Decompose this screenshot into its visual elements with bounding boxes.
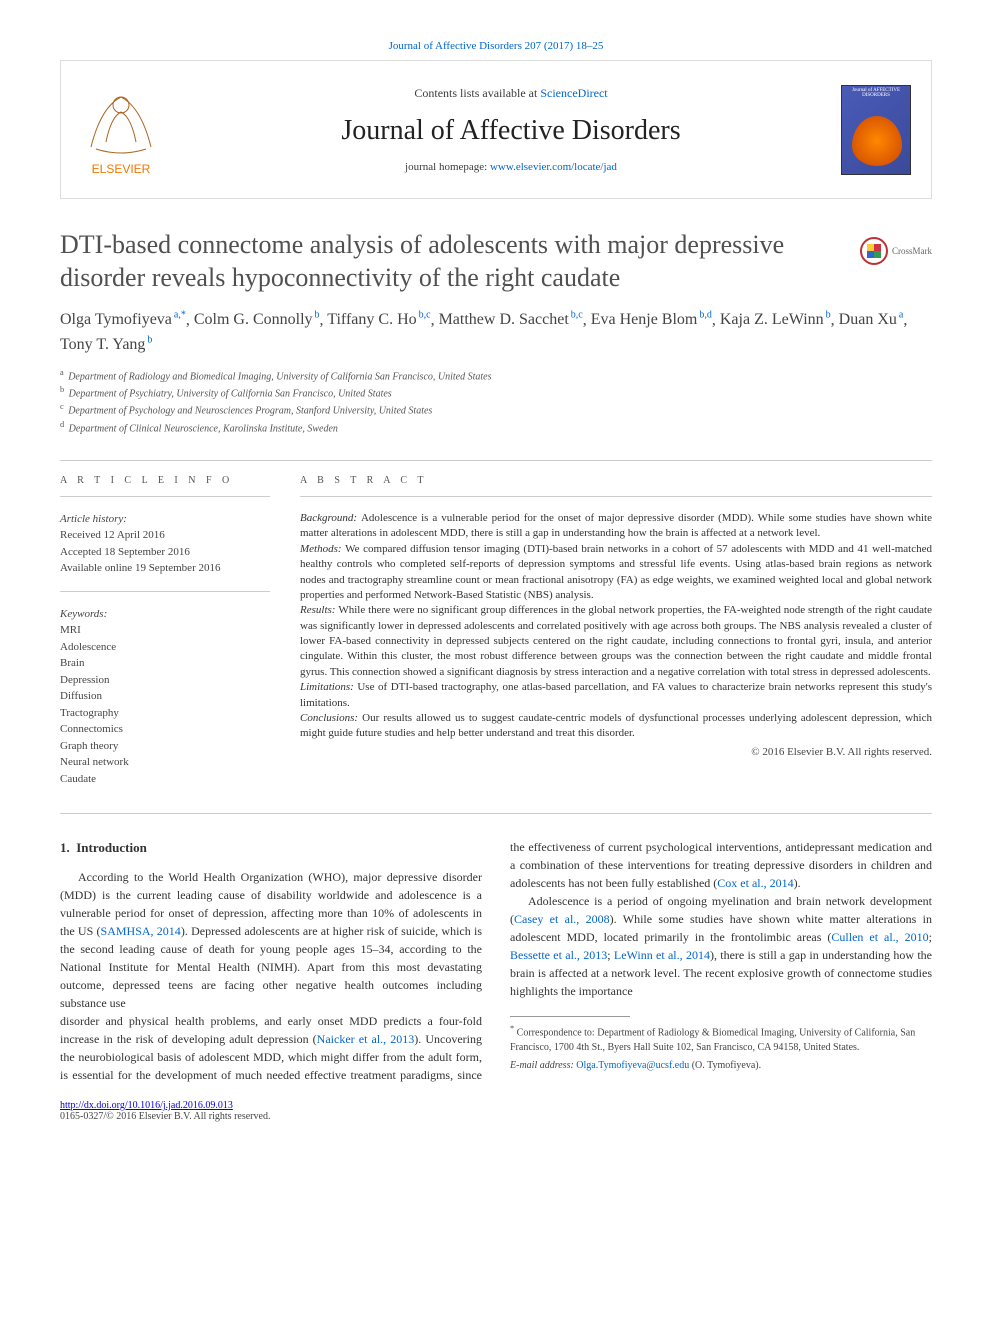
crossmark-label: CrossMark	[892, 246, 932, 256]
body-paragraph: According to the World Health Organizati…	[60, 868, 482, 1012]
keyword: MRI	[60, 622, 270, 639]
divider	[60, 813, 932, 814]
keyword: Diffusion	[60, 688, 270, 705]
keywords: Keywords: MRIAdolescenceBrainDepressionD…	[60, 606, 270, 788]
keyword: Tractography	[60, 705, 270, 722]
divider	[300, 496, 932, 497]
affiliation: a Department of Radiology and Biomedical…	[60, 367, 932, 384]
journal-name: Journal of Affective Disorders	[181, 115, 841, 147]
crossmark-badge[interactable]: CrossMark	[860, 237, 932, 265]
keyword: Adolescence	[60, 639, 270, 656]
authors-list: Olga Tymofiyeva a,*, Colm G. Connolly b,…	[60, 308, 932, 357]
author: Kaja Z. LeWinn b	[720, 311, 831, 328]
author: Olga Tymofiyeva a,*	[60, 311, 186, 328]
svg-text:ELSEVIER: ELSEVIER	[92, 162, 151, 176]
abstract-paragraph: Background: Adolescence is a vulnerable …	[300, 511, 932, 542]
abstract-paragraph: Limitations: Use of DTI-based tractograp…	[300, 680, 932, 711]
top-citation: Journal of Affective Disorders 207 (2017…	[60, 40, 932, 52]
article-info-heading: A R T I C L E I N F O	[60, 475, 270, 486]
affiliations-list: a Department of Radiology and Biomedical…	[60, 367, 932, 436]
divider	[60, 496, 270, 497]
affiliation: b Department of Psychiatry, University o…	[60, 384, 932, 401]
journal-header: ELSEVIER Contents lists available at Sci…	[60, 60, 932, 199]
publisher-logo: ELSEVIER	[81, 77, 161, 182]
body-paragraph: Adolescence is a period of ongoing myeli…	[510, 892, 932, 1000]
affiliation: c Department of Psychology and Neuroscie…	[60, 401, 932, 418]
footnote-separator	[510, 1016, 630, 1017]
keyword: Caudate	[60, 771, 270, 788]
crossmark-icon	[860, 237, 888, 265]
citation-link[interactable]: Casey et al., 2008	[514, 912, 610, 926]
keyword: Neural network	[60, 754, 270, 771]
footnotes: * Correspondence to: Department of Radio…	[510, 1023, 932, 1072]
article-title: DTI-based connectome analysis of adolesc…	[60, 229, 932, 294]
journal-homepage: journal homepage: www.elsevier.com/locat…	[181, 161, 841, 173]
author: Matthew D. Sacchet b,c	[439, 311, 583, 328]
citation-link[interactable]: Cullen et al., 2010	[831, 930, 928, 944]
issn-line: 0165-0327/© 2016 Elsevier B.V. All right…	[60, 1111, 932, 1122]
keyword: Connectomics	[60, 721, 270, 738]
sciencedirect-link[interactable]: ScienceDirect	[540, 86, 607, 100]
corresponding-email-link[interactable]: Olga.Tymofiyeva@ucsf.edu	[576, 1060, 689, 1071]
contents-available: Contents lists available at ScienceDirec…	[181, 86, 841, 101]
abstract-heading: A B S T R A C T	[300, 475, 932, 486]
divider	[60, 460, 932, 461]
keyword: Graph theory	[60, 738, 270, 755]
abstract-paragraph: Results: While there were no significant…	[300, 603, 932, 680]
affiliation: d Department of Clinical Neuroscience, K…	[60, 419, 932, 436]
author: Tiffany C. Ho b,c	[327, 311, 430, 328]
citation-link[interactable]: Cox et al., 2014	[717, 876, 793, 890]
citation-link[interactable]: SAMHSA, 2014	[101, 924, 181, 938]
citation-link[interactable]: Naicker et al., 2013	[317, 1032, 415, 1046]
journal-cover-thumbnail: Journal of AFFECTIVE DISORDERS	[841, 85, 911, 175]
abstract-text: Background: Adolescence is a vulnerable …	[300, 511, 932, 742]
abstract-paragraph: Conclusions: Our results allowed us to s…	[300, 711, 932, 742]
article-body: 1. Introduction According to the World H…	[60, 838, 932, 1084]
author: Tony T. Yang b	[60, 336, 152, 353]
history-line: Accepted 18 September 2016	[60, 544, 270, 561]
divider	[60, 591, 270, 592]
author: Duan Xu a	[839, 311, 904, 328]
citation-link[interactable]: LeWinn et al., 2014	[614, 948, 710, 962]
history-line: Available online 19 September 2016	[60, 560, 270, 577]
history-line: Received 12 April 2016	[60, 527, 270, 544]
abstract-paragraph: Methods: We compared diffusion tensor im…	[300, 542, 932, 604]
homepage-link[interactable]: www.elsevier.com/locate/jad	[490, 161, 617, 173]
author: Eva Henje Blom b,d	[591, 311, 712, 328]
citation-link[interactable]: Bessette et al., 2013	[510, 948, 607, 962]
section-heading: 1. Introduction	[60, 838, 482, 858]
copyright: © 2016 Elsevier B.V. All rights reserved…	[300, 746, 932, 758]
keyword: Brain	[60, 655, 270, 672]
doi-link[interactable]: http://dx.doi.org/10.1016/j.jad.2016.09.…	[60, 1100, 233, 1111]
keyword: Depression	[60, 672, 270, 689]
author: Colm G. Connolly b	[194, 311, 320, 328]
article-history: Article history: Received 12 April 2016A…	[60, 511, 270, 577]
